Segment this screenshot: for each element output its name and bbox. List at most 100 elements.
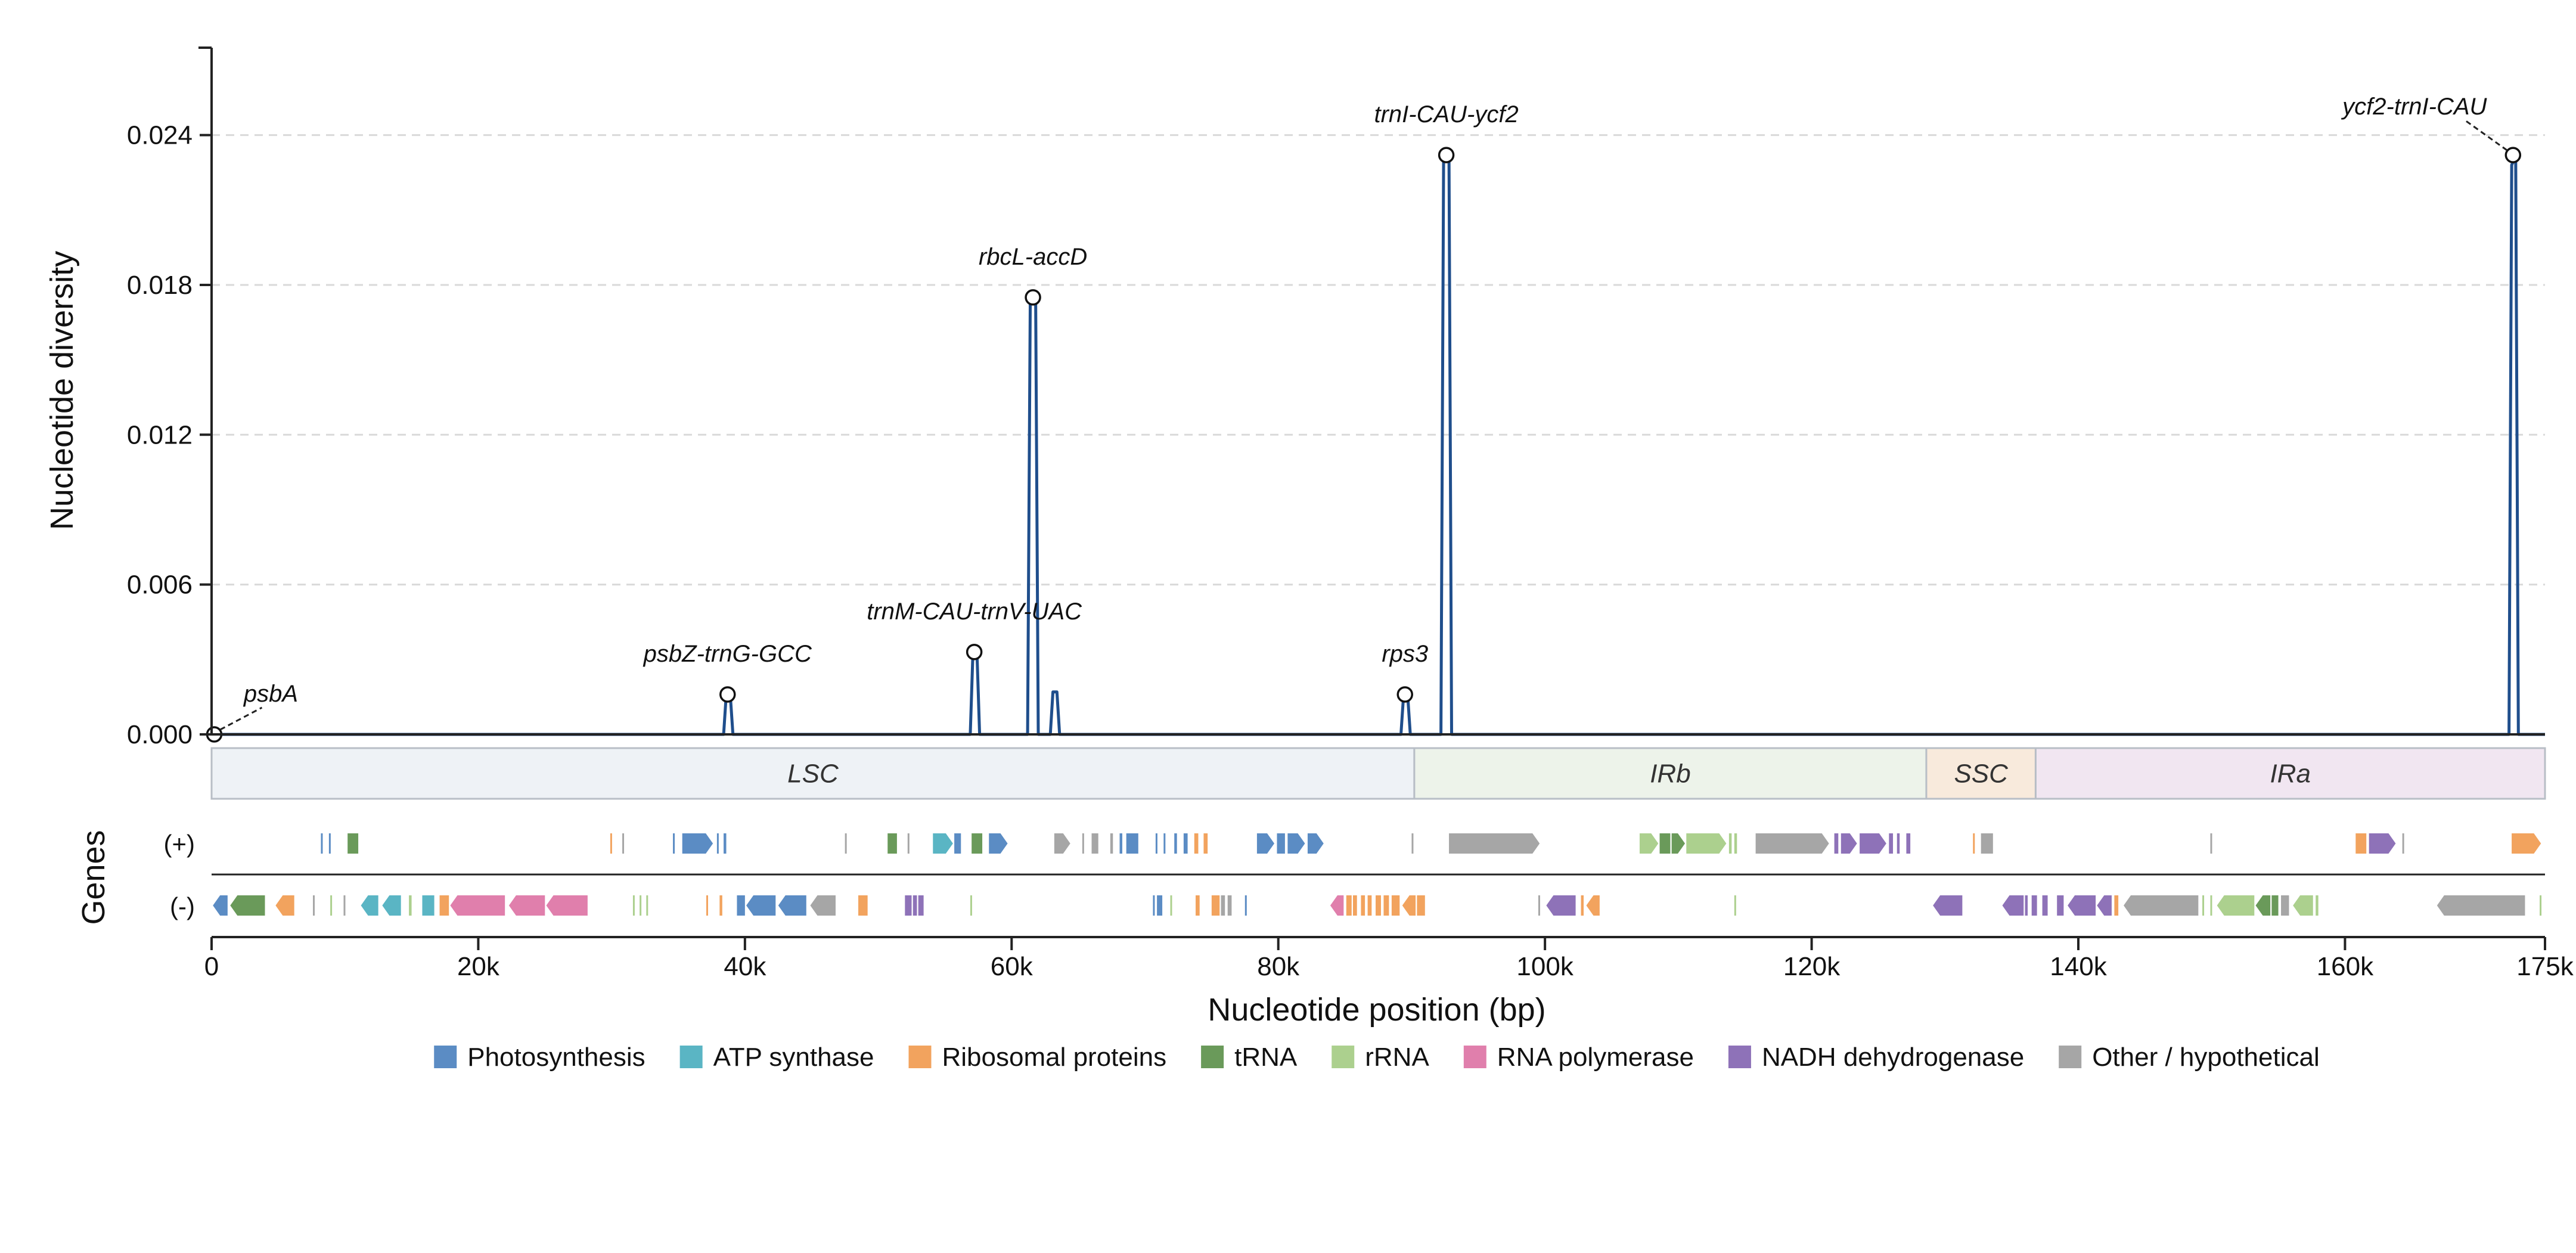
gene-block xyxy=(361,895,378,916)
gene-block xyxy=(632,895,635,916)
diversity-line-layer xyxy=(212,153,2545,736)
gene-block xyxy=(1383,895,1389,916)
gene-block xyxy=(2281,895,2289,916)
x-tick-label: 0 xyxy=(204,952,219,981)
gene-block xyxy=(450,895,505,916)
gene-block xyxy=(1671,833,1686,854)
peak-annotations: psbA psbZ-trnG-GCC trnM-CAU-trnV-UAC rbcL-a… xyxy=(219,94,2508,731)
gene-block xyxy=(546,895,588,916)
gene-block xyxy=(1367,895,1372,916)
legend-label: RNA polymerase xyxy=(1497,1043,1694,1072)
gene-block xyxy=(213,895,228,916)
gene-block xyxy=(2210,895,2212,916)
gene-block xyxy=(970,895,972,916)
gene-block xyxy=(343,895,346,916)
gene-block xyxy=(275,895,294,916)
region-bar xyxy=(2034,747,2546,800)
gene-block xyxy=(1119,833,1122,854)
plot-axes xyxy=(198,46,2545,938)
gene-block xyxy=(845,833,847,854)
gene-block xyxy=(1906,833,1911,854)
gene-block xyxy=(2124,895,2199,916)
gene-block xyxy=(778,895,806,916)
region-bar xyxy=(1925,747,2037,800)
gene-block xyxy=(1538,895,1540,916)
gene-block xyxy=(724,833,727,854)
gene-block xyxy=(1174,833,1177,854)
gene-block xyxy=(1307,833,1324,854)
legend-swatch xyxy=(434,1046,457,1068)
gene-block xyxy=(2057,895,2064,916)
legend-swatch xyxy=(908,1046,932,1068)
region-bar xyxy=(1413,747,1928,800)
gene-block xyxy=(905,895,912,916)
annotation-leader xyxy=(219,706,263,731)
horizontal-gridlines xyxy=(212,134,2545,586)
legend-label: rRNA xyxy=(1365,1043,1429,1072)
gene-block xyxy=(640,895,642,916)
gene-block xyxy=(1659,833,1671,854)
x-tick-label: 175k xyxy=(2516,952,2574,981)
gene-block xyxy=(1227,895,1232,916)
legend-label: ATP synthase xyxy=(713,1043,874,1072)
gene-block xyxy=(2210,833,2212,854)
gene-block xyxy=(1981,833,1993,854)
peak-marker xyxy=(1438,147,1455,163)
gene-block xyxy=(2369,833,2396,854)
x-axis-title: Nucleotide position (bp) xyxy=(1208,992,1545,1028)
gene-block xyxy=(1841,833,1857,854)
gene-block xyxy=(972,833,983,854)
y-tick-label: 0.000 xyxy=(127,720,193,749)
gene-block xyxy=(230,895,265,916)
gene-block xyxy=(610,833,612,854)
gene-block xyxy=(954,833,961,854)
legend-swatch xyxy=(2059,1046,2082,1068)
gene-block xyxy=(409,895,412,916)
gene-category-legend: Photosynthesis ATP synthase Ribosomal prot… xyxy=(434,1043,2320,1072)
gene-block xyxy=(810,895,836,916)
peak-label: ycf2-trnI-CAU xyxy=(2341,94,2487,120)
gene-block xyxy=(1417,895,1425,916)
gene-block xyxy=(508,895,545,916)
gene-block xyxy=(746,895,776,916)
gene-block xyxy=(1973,833,1975,854)
legend-label: Other / hypothetical xyxy=(2092,1043,2320,1072)
gene-block xyxy=(1686,833,1727,854)
gene-block xyxy=(2217,895,2255,916)
region-bar xyxy=(210,747,1416,800)
gene-block xyxy=(347,833,359,854)
gene-block xyxy=(2271,895,2279,916)
gene-block xyxy=(1897,833,1900,854)
region-label: IRb xyxy=(1650,759,1690,789)
gene-block xyxy=(1221,895,1225,916)
x-tick-label: 20k xyxy=(457,952,500,981)
gene-block xyxy=(1889,833,1894,854)
gene-block xyxy=(1546,895,1576,916)
gene-block xyxy=(1728,833,1732,854)
legend-label: Photosynthesis xyxy=(467,1043,645,1072)
gene-block xyxy=(2002,895,2024,916)
gene-block xyxy=(1194,833,1199,854)
legend-swatch xyxy=(1201,1046,1224,1068)
gene-block xyxy=(1860,833,1886,854)
gene-block xyxy=(2031,895,2037,916)
gene-block xyxy=(1352,895,1357,916)
peak-marker xyxy=(1396,686,1413,703)
gene-block xyxy=(2512,833,2541,854)
peak-label: rps3 xyxy=(1382,641,1428,667)
gene-block xyxy=(1734,895,1736,916)
gene-block xyxy=(1734,833,1737,854)
peak-label: trnI-CAU-ycf2 xyxy=(1374,101,1518,128)
gene-block xyxy=(706,895,708,916)
gene-block xyxy=(858,895,868,916)
legend-label: NADH dehydrogenase xyxy=(1762,1043,2024,1072)
gene-block xyxy=(2293,895,2313,916)
legend-label: Ribosomal proteins xyxy=(942,1043,1166,1072)
y-tick-label: 0.018 xyxy=(127,271,193,300)
gene-block xyxy=(2097,895,2112,916)
strand-label-plus: (+) xyxy=(164,830,195,858)
x-tick-label: 140k xyxy=(2050,952,2107,981)
gene-block xyxy=(1376,895,1381,916)
gene-block xyxy=(1157,895,1163,916)
legend-swatch xyxy=(1728,1046,1751,1068)
